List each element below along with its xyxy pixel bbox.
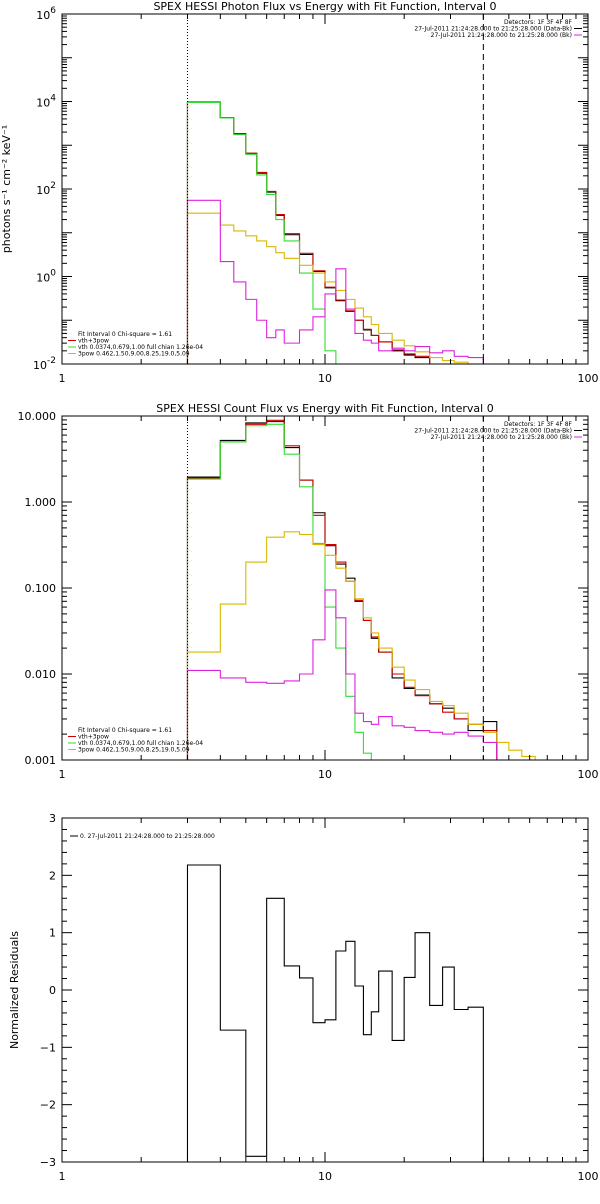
legend-text: vth+3pow [78,734,109,741]
y-axis-label: Normalized Residuals [8,931,21,1049]
legend-text: vth 0.0374,0.679,1.00 full chian 1.26e-0… [78,344,203,351]
series-group [186,419,536,760]
chart-title: SPEX HESSI Photon Flux vs Energy with Fi… [153,0,496,13]
x-tick-label: 1 [59,768,66,781]
legend-text: vth+3pow [78,338,109,345]
series-data-bk [186,101,431,364]
y-tick-label: 10.000 [18,410,57,423]
y-tick-label: 2 [49,869,56,882]
y-tick-label: −3 [40,1156,56,1169]
legend-text: 27-Jul-2011 21:24:28.000 to 21:25:28.000… [414,428,572,435]
count-flux-panel: SPEX HESSI Count Flux vs Energy with Fit… [18,402,599,781]
chart-title: SPEX HESSI Count Flux vs Energy with Fit… [156,402,493,415]
x-tick-label: 100 [578,372,599,385]
legend-text: 0. 27-Jul-2011 21:24:28.000 to 21:25:28.… [80,833,215,840]
axes-frame [61,817,589,1163]
series-vth-3pow [186,101,431,364]
x-tick-label: 1 [59,1170,66,1183]
legend-text: 27-Jul-2011 21:24:28.000 to 21:25:28.000… [431,32,572,39]
legend-text: Fit Interval 0 Chi-square = 1.61 [78,727,172,734]
legend-text: 27-Jul-2011 21:24:28.000 to 21:25:28.000… [431,434,572,441]
legend-text: Fit Interval 0 Chi-square = 1.61 [78,331,172,338]
series-data-bk [186,421,498,760]
y-tick-label: 100 [36,269,56,285]
legend-bottom-left: Fit Interval 0 Chi-square = 1.61vth+3pow… [68,331,203,358]
y-tick-label: −2 [40,1099,56,1112]
y-tick-label: 0 [49,984,56,997]
y-tick-label: −1 [40,1041,56,1054]
series-group [186,101,484,364]
series-vth-3pow [186,419,498,760]
y-tick-label: 0.001 [25,754,57,767]
series-vth [186,101,337,364]
legend-text: vth 0.0374,0.679,1.00 full chian 1.26e-0… [78,740,203,747]
y-tick-label: 1 [49,927,56,940]
y-tick-label: 1.000 [25,496,57,509]
x-tick-label: 10 [318,372,332,385]
y-tick-label: 102 [36,181,56,197]
x-tick-label: 100 [578,1170,599,1183]
series-vth [186,423,372,760]
legend-text: 27-Jul-2011 21:24:28.000 to 21:25:28.000… [414,26,572,33]
legend-text: 3pow 0.462,1.50,9.00,8.25,19.0,5.09 [78,351,190,358]
legend-top-left: 0. 27-Jul-2011 21:24:28.000 to 21:25:28.… [70,833,215,840]
y-tick-label: 106 [36,6,56,22]
legend-bottom-left: Fit Interval 0 Chi-square = 1.61vth+3pow… [68,727,203,754]
y-tick-label: 3 [49,812,56,825]
y-tick-label: 104 [36,94,56,110]
y-tick-label: 0.010 [25,668,57,681]
series-bk [186,199,484,364]
x-tick-label: 100 [578,768,599,781]
series-group [186,864,484,1162]
x-tick-label: 10 [318,1170,332,1183]
legend-text: Detectors: 1F 3F 4F 8F [504,421,573,428]
series-residuals [186,864,484,1162]
legend-text: Detectors: 1F 3F 4F 8F [504,19,573,26]
y-axis-label: photons s⁻¹ cm⁻² keV⁻¹ [0,125,13,253]
y-tick-label: 0.100 [25,582,57,595]
photon-flux-panel: SPEX HESSI Photon Flux vs Energy with Fi… [0,0,599,385]
series-3pow [186,531,536,760]
x-tick-label: 10 [318,768,332,781]
series-bk [186,589,498,760]
y-tick-label: 10-2 [33,356,56,372]
legend-text: 3pow 0.462,1.50,9.00,8.25,19.0,5.09 [78,747,190,754]
x-tick-label: 1 [59,372,66,385]
